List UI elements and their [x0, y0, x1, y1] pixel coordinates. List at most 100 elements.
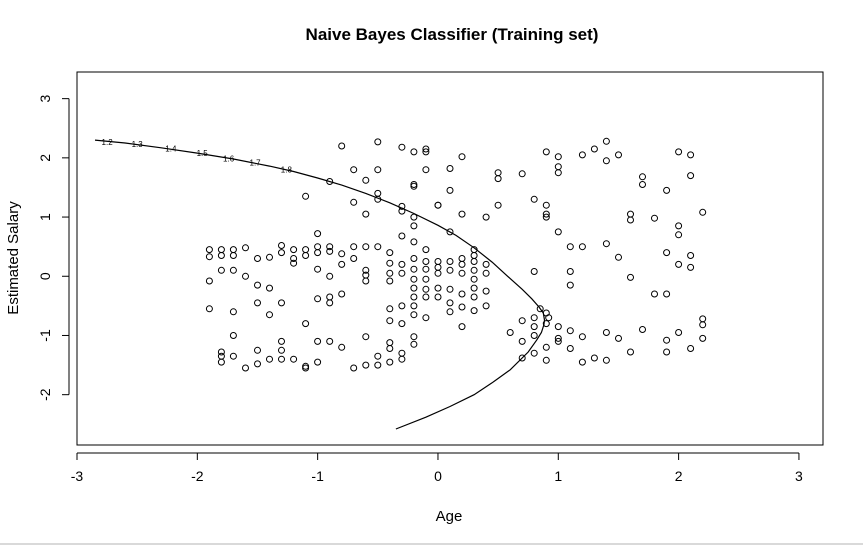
data-point: [362, 266, 370, 274]
contour-label: 1.4: [165, 144, 177, 153]
data-point: [254, 346, 261, 354]
y-tick-label: -1: [37, 329, 53, 342]
data-point: [398, 269, 406, 277]
data-point: [578, 358, 586, 366]
data-point: [434, 293, 442, 301]
data-point: [398, 207, 406, 215]
data-point: [639, 173, 646, 181]
data-point: [675, 148, 683, 156]
data-point: [205, 277, 213, 285]
data-point: [542, 356, 550, 364]
data-point: [362, 333, 370, 341]
data-points: [205, 137, 707, 372]
data-point: [266, 311, 273, 319]
data-point: [422, 145, 430, 153]
data-point: [302, 364, 310, 372]
data-point: [470, 293, 478, 301]
data-point: [446, 258, 454, 265]
data-point: [458, 255, 466, 262]
data-point: [229, 252, 237, 259]
data-point: [542, 148, 550, 156]
data-point: [314, 230, 322, 238]
data-point: [566, 268, 574, 275]
data-point: [422, 148, 430, 156]
data-point: [542, 343, 550, 351]
data-point: [229, 308, 237, 316]
data-point: [542, 213, 550, 221]
data-point: [422, 166, 430, 174]
data-point: [266, 284, 273, 292]
x-tick-label: 3: [795, 468, 803, 484]
data-point: [410, 293, 418, 301]
data-point: [663, 186, 671, 194]
contour-label: 1.3: [132, 140, 144, 149]
data-point: [470, 258, 478, 265]
data-point: [554, 334, 562, 342]
data-point: [278, 346, 285, 354]
y-tick-label: -2: [37, 388, 53, 401]
data-point: [687, 252, 695, 259]
y-axis-label: Estimated Salary: [5, 201, 22, 315]
data-point: [410, 302, 418, 310]
data-point: [217, 246, 225, 254]
data-point: [278, 299, 285, 307]
data-point: [602, 329, 610, 336]
data-point: [290, 259, 298, 267]
x-tick-label: 2: [675, 468, 683, 484]
data-point: [374, 166, 382, 174]
data-point: [458, 303, 466, 311]
data-point: [242, 364, 249, 372]
data-point: [386, 317, 394, 325]
data-point: [434, 284, 442, 292]
data-point: [278, 249, 285, 257]
data-point: [554, 169, 562, 177]
data-point: [446, 228, 454, 236]
data-point: [290, 355, 298, 363]
data-point: [314, 265, 322, 273]
data-point: [398, 202, 406, 210]
data-point: [338, 250, 346, 258]
data-point: [627, 210, 634, 218]
data-point: [566, 281, 574, 289]
x-tick-label: 1: [554, 468, 562, 484]
data-point: [494, 201, 502, 209]
data-point: [386, 259, 394, 267]
y-tick-label: 0: [37, 272, 53, 280]
data-point: [217, 252, 225, 259]
data-point: [663, 336, 671, 344]
data-point: [675, 260, 683, 268]
data-point: [326, 293, 334, 301]
data-point: [494, 175, 502, 183]
data-point: [362, 243, 370, 251]
data-point: [314, 295, 322, 303]
data-point: [410, 311, 418, 319]
data-point: [482, 260, 490, 268]
data-point: [410, 333, 418, 341]
data-point: [229, 332, 237, 339]
data-point: [615, 334, 622, 342]
data-point: [314, 358, 322, 366]
data-point: [627, 348, 634, 356]
data-point: [422, 265, 430, 273]
data-point: [458, 290, 466, 298]
data-point: [446, 299, 454, 307]
data-point: [410, 182, 418, 190]
data-point: [374, 352, 382, 360]
data-point: [434, 201, 442, 209]
data-point: [410, 213, 418, 221]
data-point: [627, 273, 634, 281]
data-point: [410, 222, 418, 230]
data-point: [446, 186, 454, 194]
data-point: [542, 210, 550, 218]
data-point: [663, 249, 671, 257]
data-point: [422, 275, 430, 283]
data-point: [578, 243, 586, 251]
data-point: [434, 263, 442, 271]
data-point: [482, 287, 490, 295]
data-point: [470, 307, 478, 315]
data-point: [639, 326, 646, 333]
contour-label: 1.8: [281, 166, 293, 175]
data-point: [242, 244, 249, 252]
data-point: [699, 321, 707, 329]
data-point: [542, 320, 550, 328]
